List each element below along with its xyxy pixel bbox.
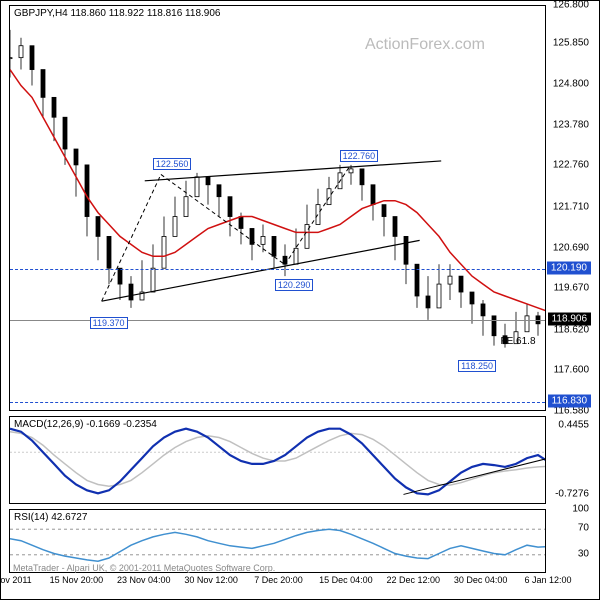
ytick-label: 119.670 — [554, 283, 589, 294]
level-box: 116.830 — [548, 395, 591, 408]
xtick-label: 30 Nov 12:00 — [184, 575, 238, 585]
xtick-label: 15 Dec 04:00 — [319, 575, 373, 585]
macd-title: MACD(12,26,9) -0.1669 -0.2354 — [14, 419, 157, 430]
xtick-label: 15 Nov 20:00 — [50, 575, 104, 585]
chart-container: GBPJPY,H4 118.860 118.922 118.816 118.90… — [0, 0, 600, 600]
main-panel: GBPJPY,H4 118.860 118.922 118.816 118.90… — [9, 5, 591, 411]
xtick-label: 7 Dec 20:00 — [254, 575, 303, 585]
macd-panel: MACD(12,26,9) -0.1669 -0.2354 -0.7276 0.4… — [9, 416, 591, 504]
macd-plot-area: MACD(12,26,9) -0.1669 -0.2354 — [9, 416, 546, 504]
xtick-label: 23 Nov 04:00 — [117, 575, 171, 585]
ytick-label: 118.620 — [554, 324, 589, 335]
fe-label: FE 61.8 — [500, 336, 535, 347]
ytick-label: 123.780 — [553, 119, 589, 130]
xtick-label: 8 Nov 2011 — [0, 575, 32, 585]
xtick-label: 22 Dec 12:00 — [386, 575, 440, 585]
ytick-label: 70 — [578, 523, 589, 534]
rsi-title: RSI(14) 42.6727 — [14, 512, 87, 523]
ytick-label: 126.800 — [553, 0, 589, 11]
ytick-label: 100 — [572, 504, 589, 515]
ytick-label: 117.600 — [554, 365, 589, 376]
footer: MetaTrader - Alpari UK, © 2001-2011 Meta… — [13, 563, 275, 573]
main-plot-area: GBPJPY,H4 118.860 118.922 118.816 118.90… — [9, 5, 546, 411]
price-annotation: 118.250 — [458, 360, 496, 372]
price-annotation: 119.370 — [90, 317, 128, 329]
main-title: GBPJPY,H4 118.860 118.922 118.816 118.90… — [14, 8, 220, 19]
ytick-label: 125.850 — [553, 37, 589, 48]
main-yaxis: 116.580117.600118.620119.670120.690121.7… — [546, 5, 591, 411]
ytick-label: 30 — [578, 548, 589, 559]
ytick-label: 122.760 — [553, 160, 589, 171]
rsi-yaxis: 3070100 — [546, 509, 591, 573]
price-annotation: 122.560 — [153, 158, 192, 170]
watermark: ActionForex.com — [365, 36, 485, 54]
ytick-label: 0.4455 — [558, 420, 589, 431]
level-box: 120.190 — [547, 261, 591, 274]
ytick-label: 124.800 — [553, 79, 589, 90]
macd-svg — [10, 417, 546, 504]
xtick-label: 6 Jan 12:00 — [524, 575, 571, 585]
ytick-label: 121.710 — [553, 202, 589, 213]
ytick-label: 120.690 — [553, 242, 589, 253]
macd-yaxis: -0.7276 0.4455 — [546, 416, 591, 504]
ytick-label: -0.7276 — [555, 488, 589, 499]
price-annotation: 122.760 — [340, 150, 379, 162]
xtick-label: 30 Dec 04:00 — [454, 575, 508, 585]
main-svg — [10, 6, 546, 411]
xaxis: 8 Nov 201115 Nov 20:0023 Nov 04:0030 Nov… — [9, 575, 591, 595]
price-annotation: 120.290 — [275, 279, 314, 291]
current-price-box: 118.906 — [548, 312, 591, 325]
